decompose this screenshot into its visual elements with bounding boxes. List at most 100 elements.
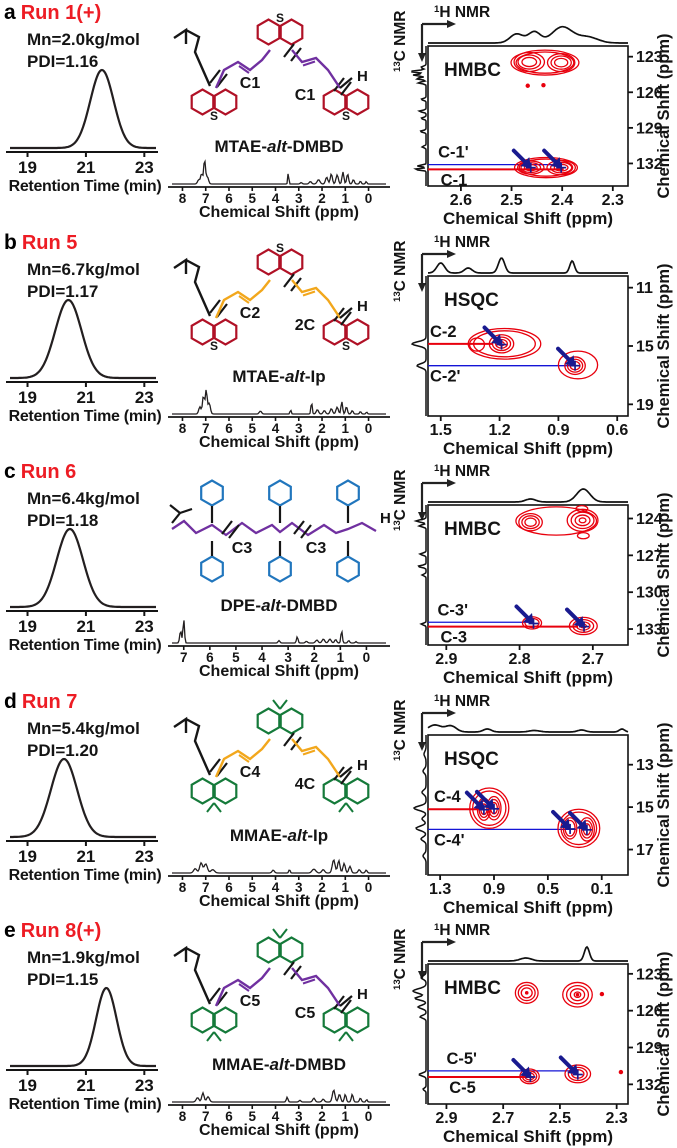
sulfur-label: S — [342, 109, 350, 123]
x-tick-label: 1 — [337, 650, 345, 664]
nmr-curve — [172, 1089, 386, 1104]
x-axis-title: Chemical Shift (ppm) — [443, 209, 613, 228]
h-end-label: H — [357, 986, 368, 1003]
aromatic-ring — [213, 1006, 238, 1035]
assignment-arrow-head — [573, 616, 585, 627]
polymer-name-alt: alt — [269, 1055, 290, 1075]
contour-ring — [566, 358, 584, 373]
contour-ring — [524, 517, 537, 528]
aromatic-ring — [190, 317, 215, 346]
assignment-arrow-shaft — [556, 346, 573, 363]
gpc-panel: d Run 7 Mn=5.4kg/mol PDI=1.20 19 21 23 Rete… — [0, 689, 170, 919]
x-tick-label: 7 — [202, 191, 210, 205]
aromatic-ring — [256, 247, 281, 276]
polymer-name-suffix: -DMBD — [280, 596, 338, 616]
nmr-curve — [172, 858, 386, 874]
mn-value: Mn=6.4kg/mol — [27, 489, 140, 509]
assignment-label-blue: C-5' — [446, 1050, 477, 1068]
x-tick-label: 4 — [272, 1109, 280, 1123]
polymer-name-prefix: DPE- — [220, 596, 262, 616]
x-tick-label: 0 — [365, 191, 373, 205]
y-axis-title: Chemical Shift (ppm) — [655, 493, 673, 658]
proton-nmr-spectrum: 8 7 6 5 4 3 2 1 0 — [168, 1089, 390, 1123]
polymer-name: MTAE-alt-DMBD — [166, 137, 392, 157]
carbon-label-red: C1 — [240, 75, 261, 92]
contour-ring — [517, 54, 542, 70]
nmr-x-axis-label: Chemical Shift (ppm) — [198, 433, 359, 451]
x-tick-label: 0.1 — [591, 881, 613, 898]
contour-ring — [557, 350, 599, 380]
contour-ring — [564, 355, 586, 375]
experiment-label: HMBC — [444, 978, 501, 999]
x-tick-label: 5 — [248, 880, 256, 894]
contour-ring — [519, 1068, 540, 1085]
carbon-label-red: C4 — [240, 764, 261, 781]
x-tick-label: 21 — [76, 1076, 95, 1095]
contour-ring — [513, 156, 579, 179]
c13-nmr-label: 13C NMR — [392, 470, 409, 531]
carbon-projection-trace — [411, 964, 427, 1105]
aromatic-ring — [279, 247, 304, 276]
h1-axis-arrow-head — [447, 249, 456, 258]
assignment-arrow-shaft — [511, 148, 528, 165]
assignment-arrow-head — [520, 157, 531, 168]
run-label: Run 8(+) — [20, 920, 102, 943]
aromatic-ring — [200, 479, 224, 507]
y-tick-label: 15 — [636, 799, 654, 816]
h1-nmr-label: 1H NMR — [434, 4, 490, 21]
h1-nmr-label: 1H NMR — [434, 922, 490, 939]
polymer-name-alt: alt — [267, 137, 287, 156]
gpc-curve — [10, 528, 156, 609]
polymer-name-suffix: -Ip — [307, 825, 329, 845]
contour-ring — [564, 1064, 592, 1084]
y-tick-label: 126 — [636, 85, 663, 102]
polymer-structure-diagram: C3 C3 H — [169, 479, 391, 583]
assignment-arrow-head — [491, 333, 502, 345]
panel-letter: d — [4, 689, 17, 713]
methyl-bond — [206, 802, 215, 813]
x-tick-label: 0.9 — [547, 422, 569, 439]
polymer-name-alt: alt — [287, 825, 308, 845]
x-tick-label: 0.6 — [606, 422, 628, 439]
assignment-label-blue: C-3' — [438, 601, 469, 619]
contour-ring — [580, 819, 594, 839]
contour-ring — [557, 808, 601, 848]
contour-ring — [467, 327, 542, 360]
x-tick-label: 6 — [225, 1109, 233, 1123]
contour-dot — [618, 1070, 624, 1075]
h-end-label: H — [357, 298, 368, 315]
aromatic-ring — [345, 777, 370, 805]
c13-axis-arrow-head — [418, 53, 426, 62]
assignment-arrow-shaft — [567, 810, 584, 827]
panel-letter: a — [4, 1, 16, 24]
pdi-value: PDI=1.20 — [27, 740, 99, 760]
y-tick-label: 129 — [636, 1040, 663, 1057]
assignment-label-red: C-4 — [434, 788, 461, 806]
polymer-name-alt: alt — [261, 596, 281, 616]
y-tick-label: 123 — [636, 49, 663, 66]
nmr-x-axis-label: Chemical Shift (ppm) — [198, 663, 359, 681]
gpc-x-axis-label: Retention Time (min) — [8, 178, 162, 195]
assignment-arrow-shaft — [551, 809, 568, 826]
x-tick-label: 4 — [272, 421, 280, 435]
x-tick-label: 0 — [365, 880, 373, 894]
x-tick-label: 1.3 — [429, 881, 451, 898]
proton-projection-trace — [428, 488, 628, 504]
x-tick-label: 3 — [284, 650, 292, 664]
gpc-trace-chart: 19 21 23 — [6, 298, 158, 407]
run-label: Run 1(+) — [20, 2, 102, 24]
gpc-trace-chart: 19 21 23 — [6, 68, 158, 177]
contour-dot — [525, 83, 530, 88]
polymer-name-suffix: -DMBD — [289, 1055, 347, 1075]
proton-nmr-spectrum: 8 7 6 5 4 3 2 1 0 — [168, 858, 390, 894]
polymer-name-prefix: MTAE- — [232, 366, 285, 386]
x-tick-label: 2 — [318, 880, 326, 894]
aromatic-ring — [345, 317, 370, 346]
x-tick-label: 6 — [206, 650, 214, 664]
methyl-bond — [345, 802, 354, 813]
nmr-curve — [172, 389, 386, 415]
structure-panel: H C5 C5 MMAE-alt-DMBD 8 7 6 5 4 3 2 1 0 Chemical S… — [166, 918, 392, 1148]
